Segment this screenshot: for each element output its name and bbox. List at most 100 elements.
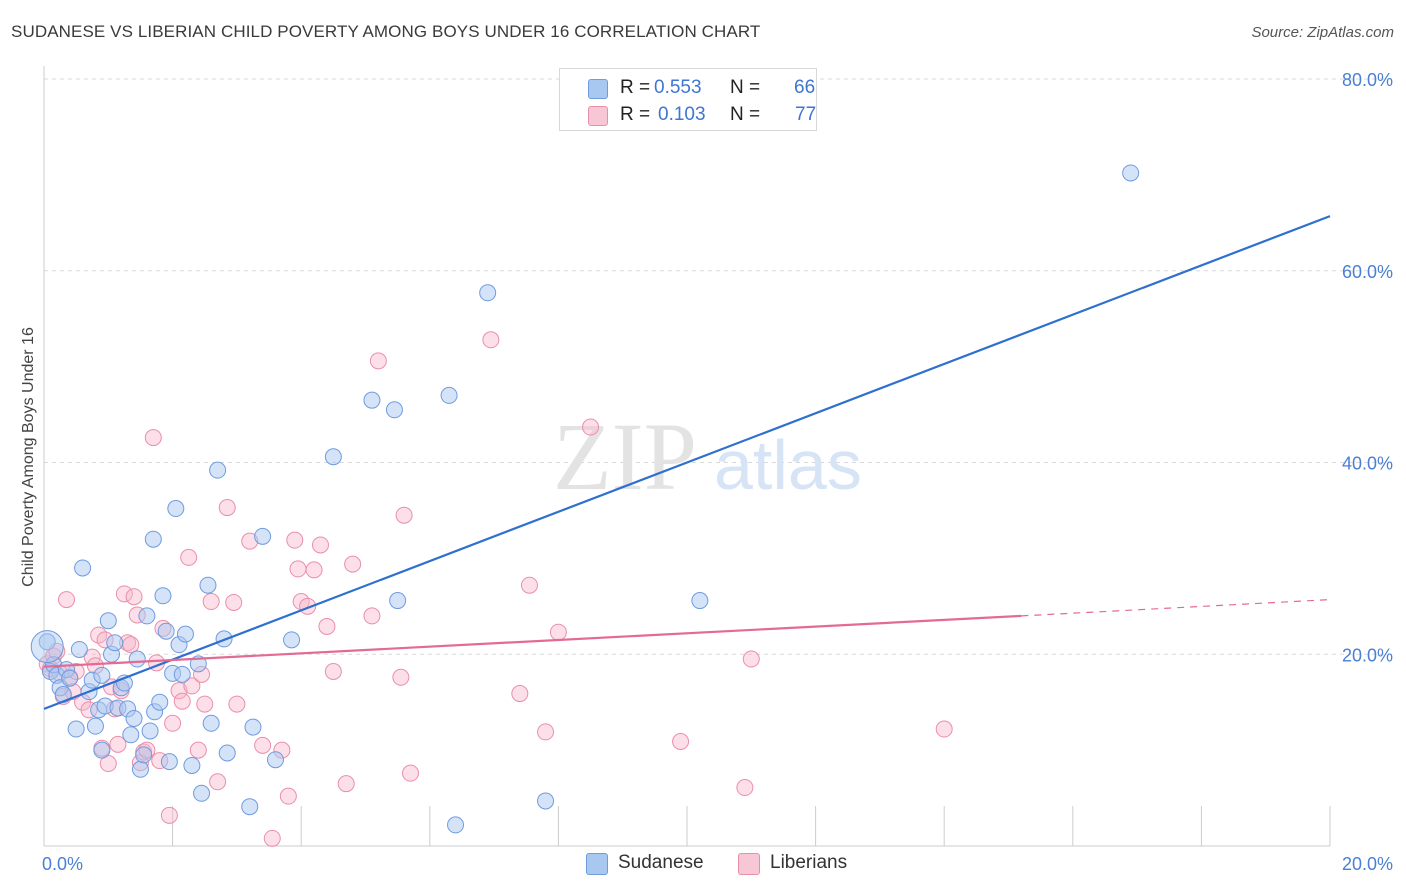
liberian-point xyxy=(183,677,201,695)
liberian-point xyxy=(369,352,387,370)
sudanese-point xyxy=(193,784,211,802)
sudanese-point xyxy=(131,760,149,778)
sudanese-point xyxy=(135,746,153,764)
liberian-point xyxy=(196,695,214,713)
sudanese-point xyxy=(183,756,201,774)
y-tick-label: 40.0% xyxy=(1342,454,1393,474)
sudanese-point xyxy=(173,665,191,683)
sudanese-point xyxy=(93,666,111,684)
y-axis-title: Child Poverty Among Boys Under 16 xyxy=(20,327,37,587)
sudanese-point xyxy=(479,284,497,302)
n-value: 66 xyxy=(794,77,816,98)
liberian-point xyxy=(337,775,355,793)
liberian-point xyxy=(228,695,246,713)
correlation-legend: R = 0.553 N = 66 R = 0.103 N = 77 xyxy=(559,68,817,131)
n-label: N = xyxy=(730,104,761,125)
liberian-point xyxy=(482,331,500,349)
liberian-point xyxy=(363,607,381,625)
liberian-point xyxy=(144,429,162,447)
liberian-point xyxy=(170,682,188,700)
y-tick-label: 20.0% xyxy=(1342,645,1393,665)
x-tick-label: 20.0% xyxy=(1342,854,1393,874)
sudanese-point xyxy=(128,650,146,668)
sudanese-point xyxy=(154,587,172,605)
liberian-point xyxy=(935,720,953,738)
sudanese-point xyxy=(389,592,407,610)
sudanese-point xyxy=(385,401,403,419)
sudanese-swatch xyxy=(586,853,608,875)
liberian-swatch xyxy=(738,853,760,875)
n-label: N = xyxy=(730,77,761,98)
sudanese-point xyxy=(30,630,64,664)
watermark-zip: ZIP xyxy=(553,403,697,510)
sudanese-point xyxy=(99,612,117,630)
sudanese-point xyxy=(691,592,709,610)
liberian-point xyxy=(218,499,236,517)
sudanese-point xyxy=(141,722,159,740)
liberian-point xyxy=(324,663,342,681)
liberian-point xyxy=(173,692,191,710)
sudanese-point xyxy=(106,634,124,652)
chart-title: SUDANESE VS LIBERIAN CHILD POVERTY AMONG… xyxy=(11,22,761,41)
liberian-point xyxy=(520,576,538,594)
r-label: R = xyxy=(620,104,651,125)
liberian-point xyxy=(115,585,133,603)
sudanese-point xyxy=(122,726,140,744)
sudanese-point xyxy=(241,798,259,816)
sudanese-swatch xyxy=(588,79,608,99)
y-tick-label: 60.0% xyxy=(1342,262,1393,282)
sudanese-point xyxy=(61,669,79,687)
sudanese-point xyxy=(324,448,342,466)
liberian-points xyxy=(38,331,953,847)
tick-labels: 20.0% 40.0% 60.0% 80.0% 0.0% 20.0% xyxy=(42,70,1393,874)
axes xyxy=(43,66,1331,847)
sudanese-point xyxy=(144,530,162,548)
liberian-point xyxy=(58,591,76,609)
sudanese-point xyxy=(363,391,381,409)
liberian-point xyxy=(742,650,760,668)
sudanese-point xyxy=(199,576,217,594)
x-tick-label: 0.0% xyxy=(42,854,83,874)
sudanese-point xyxy=(244,718,262,736)
liberian-point xyxy=(109,735,127,753)
trend-lines xyxy=(43,215,1331,710)
sudanese-point xyxy=(151,693,169,711)
sudanese-trend-line xyxy=(43,215,1331,710)
sudanese-point xyxy=(67,720,85,738)
sudanese-point xyxy=(160,753,178,771)
liberian-point xyxy=(160,806,178,824)
liberian-point xyxy=(392,668,410,686)
liberian-point xyxy=(582,418,600,436)
sudanese-point xyxy=(86,717,104,735)
sudanese-point xyxy=(38,633,56,651)
liberian-point xyxy=(263,829,281,847)
liberian-point xyxy=(286,531,304,549)
sudanese-point xyxy=(209,461,227,479)
liberian-point xyxy=(511,685,529,703)
liberian-trend-extension xyxy=(1021,599,1331,617)
y-tick-label: 80.0% xyxy=(1342,70,1393,90)
grid-lines xyxy=(44,78,1393,655)
n-value: 77 xyxy=(795,104,817,125)
liberian-point xyxy=(549,623,567,641)
sudanese-point xyxy=(447,816,465,834)
liberian-point xyxy=(164,714,182,732)
sudanese-point xyxy=(74,559,92,577)
liberian-point xyxy=(279,787,297,805)
sudanese-point xyxy=(93,741,111,759)
liberian-point xyxy=(736,779,754,797)
liberian-swatch xyxy=(588,106,608,126)
sudanese-point xyxy=(70,640,88,658)
liberian-point xyxy=(209,773,227,791)
sudanese-point xyxy=(283,631,301,649)
r-value: 0.553 xyxy=(654,77,702,98)
liberian-point xyxy=(305,561,323,579)
liberian-point xyxy=(202,593,220,611)
sudanese-point xyxy=(138,607,156,625)
liberian-point xyxy=(395,506,413,524)
r-value: 0.103 xyxy=(658,104,706,125)
sudanese-point xyxy=(218,744,236,762)
liberian-point xyxy=(537,723,555,741)
sudanese-point xyxy=(440,386,458,404)
